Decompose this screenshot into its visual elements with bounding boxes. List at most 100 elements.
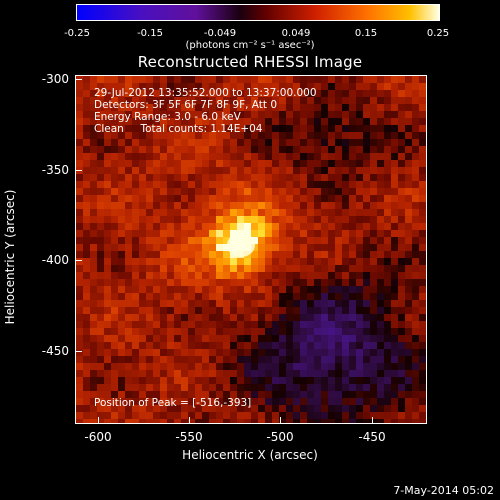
map-pixel (181, 384, 188, 391)
map-pixel (237, 265, 244, 272)
map-pixel (342, 251, 349, 258)
map-pixel (342, 363, 349, 370)
map-pixel (230, 286, 237, 293)
map-pixel (405, 405, 412, 412)
map-pixel (286, 97, 293, 104)
map-pixel (307, 90, 314, 97)
map-pixel (195, 293, 202, 300)
map-pixel (188, 153, 195, 160)
map-pixel (83, 132, 90, 139)
colorbar-tick: -0.25 (64, 28, 90, 39)
map-pixel (90, 265, 97, 272)
map-pixel (300, 370, 307, 377)
map-pixel (398, 419, 405, 423)
map-pixel (391, 146, 398, 153)
map-pixel (405, 167, 412, 174)
map-pixel (286, 139, 293, 146)
map-pixel (90, 356, 97, 363)
map-pixel (258, 349, 265, 356)
map-pixel (76, 251, 83, 258)
map-pixel (181, 174, 188, 181)
map-pixel (216, 174, 223, 181)
map-pixel (384, 195, 391, 202)
map-pixel (125, 230, 132, 237)
map-pixel (328, 405, 335, 412)
map-pixel (139, 328, 146, 335)
map-pixel (251, 356, 258, 363)
map-pixel (293, 160, 300, 167)
map-pixel (391, 314, 398, 321)
map-pixel (125, 132, 132, 139)
map-pixel (125, 286, 132, 293)
map-pixel (104, 307, 111, 314)
map-pixel (370, 202, 377, 209)
map-pixel (349, 202, 356, 209)
map-pixel (160, 405, 167, 412)
map-pixel (405, 146, 412, 153)
map-pixel (363, 237, 370, 244)
map-pixel (174, 90, 181, 97)
map-pixel (286, 370, 293, 377)
map-pixel (307, 265, 314, 272)
map-pixel (216, 223, 223, 230)
map-pixel (202, 209, 209, 216)
map-pixel (286, 125, 293, 132)
map-pixel (90, 174, 97, 181)
map-pixel (202, 125, 209, 132)
map-pixel (321, 202, 328, 209)
map-pixel (195, 349, 202, 356)
map-pixel (391, 363, 398, 370)
map-pixel (349, 321, 356, 328)
map-pixel (132, 111, 139, 118)
map-pixel (272, 104, 279, 111)
map-pixel (342, 83, 349, 90)
map-pixel (342, 321, 349, 328)
map-pixel (265, 370, 272, 377)
map-pixel (90, 209, 97, 216)
map-pixel (370, 314, 377, 321)
map-pixel (97, 237, 104, 244)
map-pixel (146, 237, 153, 244)
map-pixel (160, 377, 167, 384)
map-pixel (370, 83, 377, 90)
map-pixel (195, 265, 202, 272)
map-pixel (349, 335, 356, 342)
map-pixel (307, 237, 314, 244)
map-pixel (139, 125, 146, 132)
map-pixel (342, 181, 349, 188)
map-pixel (174, 188, 181, 195)
map-pixel (216, 188, 223, 195)
map-pixel (363, 272, 370, 279)
map-pixel (405, 307, 412, 314)
map-pixel (188, 195, 195, 202)
map-pixel (286, 209, 293, 216)
map-pixel (307, 384, 314, 391)
map-pixel (265, 272, 272, 279)
map-pixel (90, 104, 97, 111)
map-pixel (216, 104, 223, 111)
map-pixel (279, 335, 286, 342)
map-pixel (370, 153, 377, 160)
map-pixel (125, 202, 132, 209)
map-pixel (363, 405, 370, 412)
map-pixel (146, 405, 153, 412)
map-pixel (391, 202, 398, 209)
map-pixel (265, 174, 272, 181)
map-pixel (293, 398, 300, 405)
map-pixel (174, 272, 181, 279)
map-pixel (419, 377, 426, 384)
map-pixel (419, 76, 426, 83)
map-pixel (265, 349, 272, 356)
map-pixel (286, 146, 293, 153)
map-pixel (412, 83, 419, 90)
map-pixel (412, 237, 419, 244)
map-pixel (132, 279, 139, 286)
map-pixel (272, 132, 279, 139)
map-pixel (188, 363, 195, 370)
map-pixel (265, 356, 272, 363)
map-pixel (216, 216, 223, 223)
map-pixel (405, 258, 412, 265)
map-pixel (356, 125, 363, 132)
map-pixel (328, 195, 335, 202)
x-tick-label: -600 (84, 430, 112, 444)
